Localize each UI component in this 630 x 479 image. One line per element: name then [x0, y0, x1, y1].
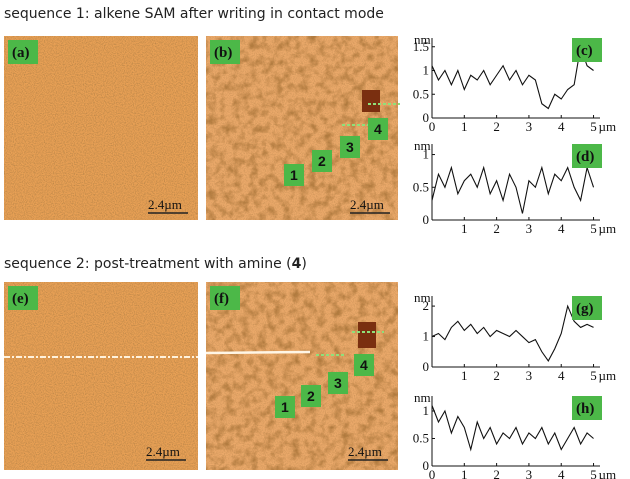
title-part: sequence 2: post-treatment with amine ( [4, 256, 292, 272]
profile-line [431, 46, 594, 110]
y-tick-label: 0 [423, 458, 430, 473]
y-tick-label: 0.5 [413, 431, 429, 446]
panel-label-box [572, 38, 602, 62]
x-tick-label: 4 [558, 368, 565, 383]
panel-label: (c) [576, 43, 593, 59]
x-tick-label: 1 [461, 368, 468, 383]
marker: 2 [318, 153, 326, 169]
x-tick-label: 5 [590, 119, 597, 134]
marker: 3 [334, 375, 342, 391]
panel-label: (e) [12, 291, 29, 307]
x-tick-label: 4 [558, 119, 565, 134]
x-axis-label: µm [599, 467, 617, 479]
x-tick-label: 5 [590, 221, 597, 236]
y-tick-label: 0 [423, 110, 430, 125]
panel-label: (g) [576, 301, 594, 317]
title-part: ) [301, 256, 306, 272]
sequence-title: sequence 2: post-treatment with amine (4… [4, 256, 307, 272]
sequence-title: sequence 1: alkene SAM after writing in … [4, 6, 384, 22]
x-tick-label: 5 [590, 467, 597, 479]
scale-bar: 2.4µm [350, 197, 384, 212]
panel-label: (a) [12, 45, 30, 61]
profile-line [431, 165, 595, 214]
panel-label-box [572, 296, 602, 320]
panel-label: (d) [576, 149, 594, 165]
profile-line [431, 405, 594, 452]
marker: 4 [360, 357, 368, 373]
scale-bar: 2.4µm [146, 444, 180, 459]
y-tick-label: 0.5 [413, 86, 429, 101]
y-tick-label: 1 [423, 329, 430, 344]
x-tick-label: 1 [461, 119, 468, 134]
y-axis-label: nm [414, 138, 431, 153]
y-tick-label: 0.5 [413, 179, 429, 194]
title-part: 4 [292, 256, 302, 272]
y-tick-label: 1 [423, 147, 430, 162]
marker: 1 [281, 399, 289, 415]
profile-line [431, 304, 594, 362]
y-tick-label: 1 [423, 403, 430, 418]
x-tick-label: 1 [461, 221, 468, 236]
x-tick-label: 2 [493, 221, 500, 236]
x-tick-label: 4 [558, 467, 565, 479]
panel-label-box [572, 144, 602, 168]
y-tick-label: 2 [423, 298, 430, 313]
x-axis-label: µm [599, 221, 617, 236]
x-tick-label: 0 [429, 119, 436, 134]
panel-label-box [572, 396, 602, 420]
y-tick-label: 0 [423, 359, 430, 374]
afm-image: (b) 1 2 3 4 2.4µm [206, 36, 400, 220]
x-axis-label: µm [599, 119, 617, 134]
y-tick-label: 1 [423, 63, 430, 78]
panel-label: (f) [214, 291, 229, 307]
marker: 3 [346, 139, 354, 155]
x-tick-label: 3 [526, 467, 533, 479]
afm-image: (a) 2.4µm [4, 36, 198, 220]
afm-image: (f) 1 2 3 4 2.4µm [205, 282, 398, 470]
x-tick-label: 3 [526, 368, 533, 383]
x-tick-label: 1 [461, 467, 468, 479]
x-tick-label: 4 [558, 221, 565, 236]
y-tick-label: 1.5 [413, 39, 429, 54]
x-tick-label: 0 [429, 467, 436, 479]
marker: 2 [307, 388, 315, 404]
x-tick-label: 2 [493, 467, 500, 479]
afm-image: (e) 2.4µm [4, 282, 198, 470]
x-tick-label: 3 [526, 119, 533, 134]
x-axis-label: µm [599, 368, 617, 383]
x-tick-label: 3 [526, 221, 533, 236]
marker: 4 [374, 121, 382, 137]
marker: 1 [290, 167, 298, 183]
scale-bar: 2.4µm [348, 444, 382, 459]
y-tick-label: 0 [423, 212, 430, 227]
y-axis-label: nm [414, 32, 431, 47]
panel-label: (b) [214, 45, 232, 61]
x-tick-label: 2 [493, 368, 500, 383]
y-axis-label: nm [414, 290, 431, 305]
y-axis-label: nm [414, 390, 431, 405]
x-tick-label: 2 [493, 119, 500, 134]
scale-bar: 2.4µm [148, 197, 182, 212]
panel-label: (h) [576, 401, 594, 417]
x-tick-label: 5 [590, 368, 597, 383]
